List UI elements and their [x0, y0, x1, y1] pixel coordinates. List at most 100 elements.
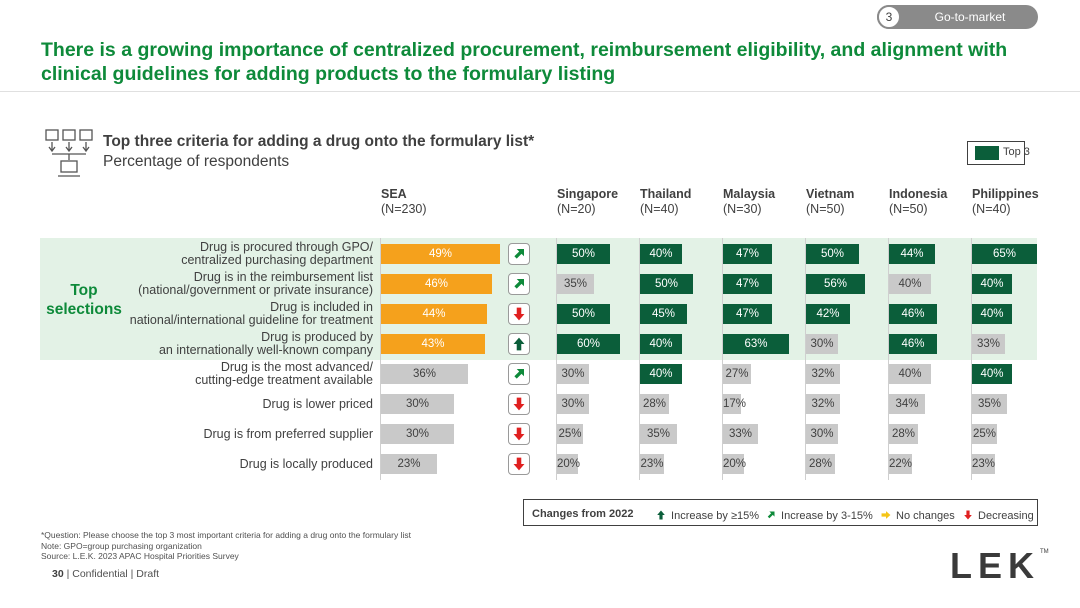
column-name: Thailand — [640, 187, 692, 201]
column-name: Philippines — [972, 187, 1039, 201]
arrow-down-icon — [509, 427, 529, 448]
bar-singapore-4: 30% — [557, 364, 589, 384]
bar-thailand-6: 35% — [640, 424, 677, 444]
arrow-diagonal-up-icon — [509, 279, 529, 298]
section-tag — [877, 5, 1038, 29]
bar-singapore-3: 60% — [557, 334, 620, 354]
changes-legend-text: Decreasing — [975, 510, 1034, 522]
column-name: SEA — [381, 187, 407, 201]
page-number: 30 — [52, 568, 64, 580]
bar-thailand-2: 45% — [640, 304, 687, 324]
column-name: Indonesia — [889, 187, 948, 201]
bar-indonesia-6: 28% — [889, 424, 918, 444]
row-label-line: Drug is locally produced — [239, 456, 373, 471]
changes-legend-item: Decreasing — [961, 508, 1034, 525]
column-header-malaysia: Malaysia (N=30) — [723, 187, 775, 217]
bar-sea-3: 43% — [381, 334, 485, 354]
row-label-line: an internationally well-known company — [158, 343, 373, 357]
bar-vietnam-4: 32% — [806, 364, 840, 384]
column-header-sea: SEA (N=230) — [381, 187, 427, 217]
bar-thailand-5: 28% — [640, 394, 669, 414]
bar-vietnam-2: 42% — [806, 304, 850, 324]
bar-malaysia-2: 47% — [723, 304, 772, 324]
header-divider — [0, 91, 1080, 92]
column-sample-size: (N=40) — [972, 202, 1011, 216]
bar-vietnam-1: 56% — [806, 274, 865, 294]
section-label: Go-to-market — [934, 10, 1006, 24]
changes-legend-label: Changes from 2022 — [532, 508, 634, 520]
bar-malaysia-7: 20% — [723, 454, 746, 474]
arrow-down-icon — [961, 508, 975, 525]
bar-sea-0: 49% — [381, 244, 500, 264]
row-label: Drug is lower priced — [120, 396, 373, 411]
bar-philippines-4: 40% — [972, 364, 1012, 384]
row-label-line: (national/government or private insuranc… — [138, 283, 373, 297]
bar-singapore-0: 50% — [557, 244, 610, 264]
bar-vietnam-3: 30% — [806, 334, 838, 354]
row-label-line: Drug is from preferred supplier — [203, 426, 373, 441]
change-indicator — [508, 453, 530, 475]
changes-legend-text: Increase by 3-15% — [778, 510, 873, 522]
change-indicator — [508, 393, 530, 415]
bar-sea-1: 46% — [381, 274, 492, 294]
column-sample-size: (N=230) — [381, 202, 427, 216]
bar-indonesia-2: 46% — [889, 304, 937, 324]
row-label: Drug is produced by an internationally we… — [120, 331, 373, 357]
bar-sea-6: 30% — [381, 424, 454, 444]
change-indicator — [508, 243, 530, 265]
row-label: Drug is included in national/internationa… — [120, 301, 373, 327]
top-selections-label: Top selections — [46, 282, 122, 318]
row-label-line: Drug is produced by — [261, 330, 373, 344]
column-header-singapore: Singapore (N=20) — [557, 187, 618, 217]
column-header-philippines: Philippines (N=40) — [972, 187, 1039, 217]
row-label-line: Drug is procured through GPO/ — [200, 240, 373, 254]
row-label: Drug is the most advanced/cutting-edge t… — [120, 361, 373, 387]
bar-philippines-0: 65% — [972, 244, 1037, 264]
footnote-note: Note: GPO=group purchasing organization — [41, 541, 202, 551]
changes-legend-item: Increase by 3-15% — [764, 508, 873, 525]
column-axis-line — [556, 238, 557, 480]
bar-thailand-4: 40% — [640, 364, 682, 384]
changes-legend-item: Increase by ≥15% — [654, 508, 759, 525]
bar-vietnam-5: 32% — [806, 394, 840, 414]
logo-tm: TM — [1040, 549, 1049, 555]
bar-indonesia-3: 46% — [889, 334, 937, 354]
column-axis-line — [971, 238, 972, 480]
row-label-line: Drug is lower priced — [262, 396, 373, 411]
arrow-down-icon — [509, 397, 529, 418]
section-number: 3 — [877, 5, 901, 29]
arrow-right-icon — [879, 508, 893, 525]
bar-sea-4: 36% — [381, 364, 468, 384]
changes-legend-box — [523, 499, 1038, 526]
bar-malaysia-3: 63% — [723, 334, 789, 354]
change-indicator — [508, 303, 530, 325]
bar-indonesia-5: 34% — [889, 394, 925, 414]
arrow-up-icon — [509, 337, 529, 358]
arrow-diagonal-up-icon — [764, 508, 778, 525]
bar-thailand-7: 23% — [640, 454, 664, 474]
column-sample-size: (N=20) — [557, 202, 596, 216]
bar-philippines-2: 40% — [972, 304, 1012, 324]
confidential-label: | Confidential | Draft — [66, 568, 160, 580]
arrow-down-icon — [509, 457, 529, 478]
arrow-down-icon — [509, 307, 529, 328]
org-chart-icon — [44, 128, 96, 187]
bar-vietnam-7: 28% — [806, 454, 835, 474]
bar-malaysia-5: 17% — [723, 394, 746, 414]
bar-sea-2: 44% — [381, 304, 487, 324]
footnote-question: *Question: Please choose the top 3 most … — [41, 530, 411, 540]
arrow-diagonal-up-icon — [509, 369, 529, 388]
changes-legend-item: No changes — [879, 508, 955, 525]
column-name: Malaysia — [723, 187, 776, 201]
chart-title: Top three criteria for adding a drug ont… — [103, 133, 535, 150]
change-indicator — [508, 333, 530, 355]
bar-singapore-1: 35% — [557, 274, 594, 294]
chart-subtitle: Percentage of respondents — [103, 153, 290, 170]
bar-malaysia-6: 33% — [723, 424, 758, 444]
row-label-line: Drug is the most advanced/ — [220, 360, 373, 374]
row-label: Drug is from preferred supplier — [120, 426, 373, 441]
row-label: Drug is locally produced — [120, 456, 373, 471]
bar-malaysia-0: 47% — [723, 244, 772, 264]
top-selections-band — [40, 238, 1037, 360]
bar-singapore-5: 30% — [557, 394, 589, 414]
